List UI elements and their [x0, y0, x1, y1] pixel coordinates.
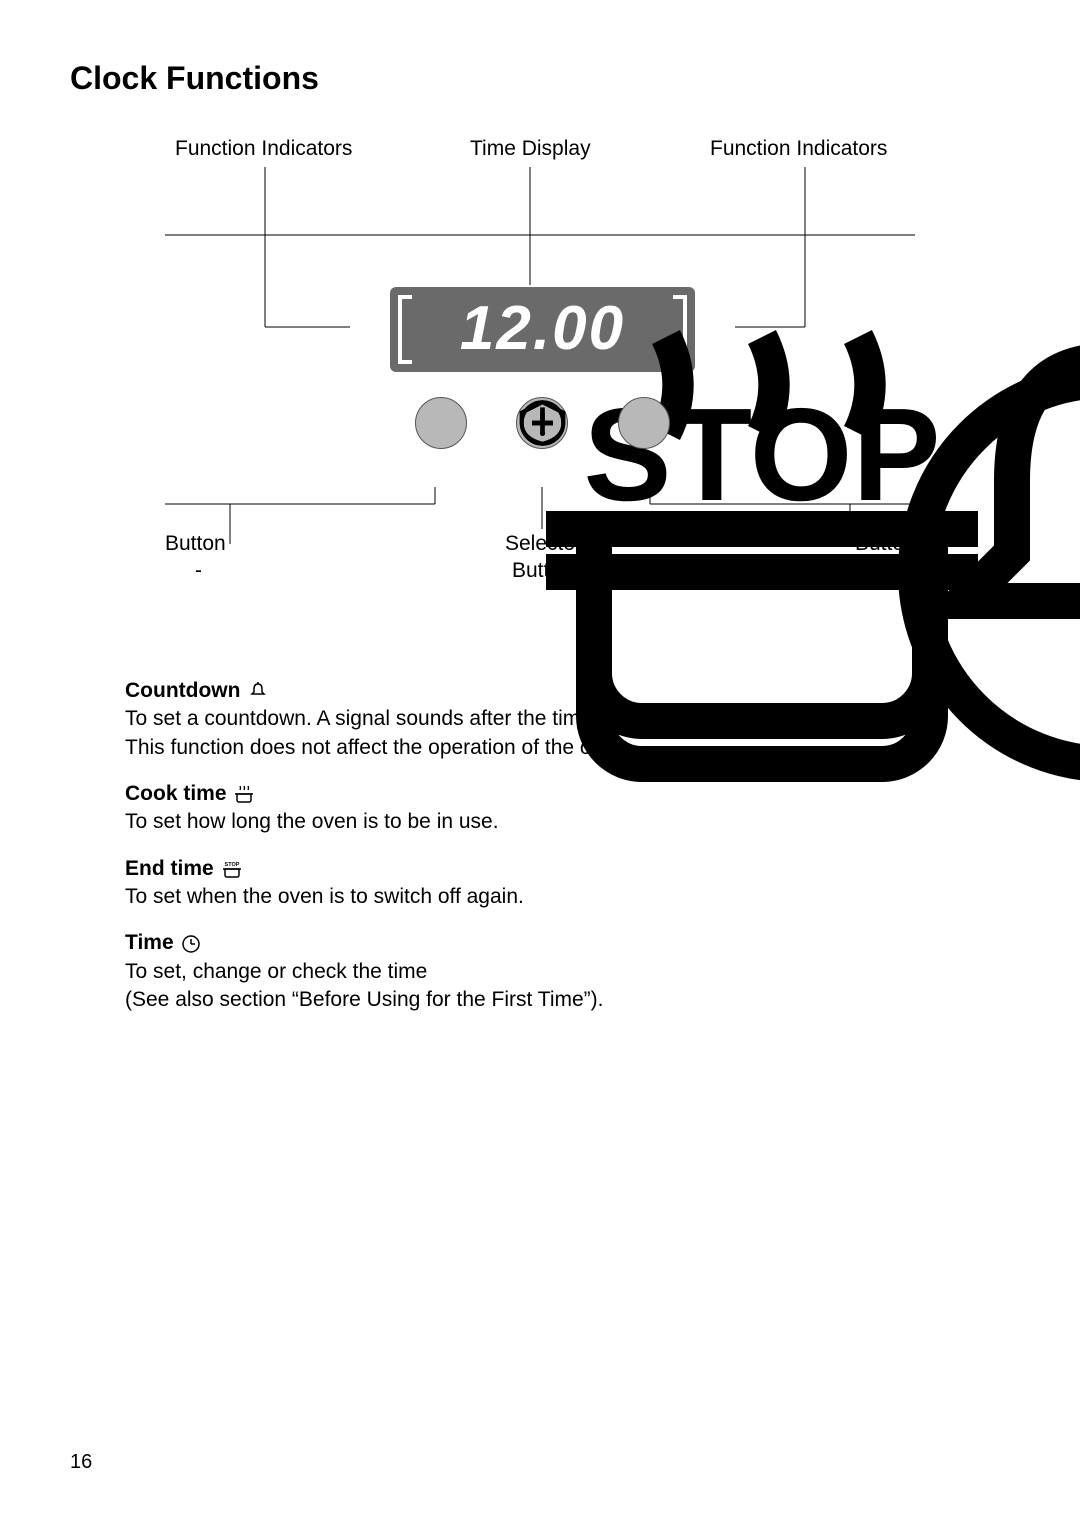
- time-display-value: 12.00: [460, 293, 625, 364]
- time-block: Time To set, change or check the time (S…: [125, 929, 955, 1014]
- pot-heat-icon: [234, 784, 254, 804]
- cooktime-body: To set how long the oven is to be in use…: [125, 810, 499, 833]
- label-plus-sign: +: [880, 559, 892, 583]
- minus-button-unit: [415, 397, 467, 449]
- endtime-block: End time To set when the oven is to swit…: [125, 855, 955, 912]
- page-number: 16: [70, 1451, 92, 1474]
- countdown-block: Countdown To set a countdown. A signal s…: [125, 677, 955, 762]
- label-button-plus: Button: [855, 532, 916, 556]
- time-body-1: To set, change or check the time: [125, 960, 427, 983]
- bell-icon: [248, 681, 268, 701]
- time-body-2: (See also section “Before Using for the …: [125, 988, 604, 1011]
- label-func-ind-right: Function Indicators: [710, 137, 887, 161]
- clock-diagram: Function Indicators Time Display Functio…: [135, 137, 945, 617]
- label-selector-l2: Button: [512, 559, 573, 583]
- clock-icon: [181, 934, 201, 954]
- selector-button[interactable]: [516, 397, 568, 449]
- selector-button-unit: [516, 397, 568, 449]
- countdown-body-1: To set a countdown. A signal sounds afte…: [125, 707, 717, 730]
- time-title: Time: [125, 931, 174, 954]
- label-selector-l1: Selector: [505, 532, 582, 556]
- cooktime-title: Cook time: [125, 782, 227, 805]
- endtime-body: To set when the oven is to switch off ag…: [125, 885, 524, 908]
- countdown-title: Countdown: [125, 679, 240, 702]
- pot-stop-icon: [222, 859, 242, 879]
- countdown-body-2: This function does not affect the operat…: [125, 736, 631, 759]
- page-title: Clock Functions: [70, 60, 1010, 97]
- label-button-minus: Button: [165, 532, 226, 556]
- minus-button[interactable]: [415, 397, 467, 449]
- label-minus-sign: -: [195, 559, 202, 583]
- endtime-title: End time: [125, 857, 214, 880]
- functions-list: Countdown To set a countdown. A signal s…: [125, 677, 955, 1014]
- plus-button-unit: [618, 397, 670, 449]
- label-func-ind-left: Function Indicators: [175, 137, 352, 161]
- cooktime-block: Cook time To set how long the oven is to…: [125, 780, 955, 837]
- plus-button[interactable]: [618, 397, 670, 449]
- time-display-panel: 12.00: [390, 287, 695, 372]
- label-time-display: Time Display: [470, 137, 591, 161]
